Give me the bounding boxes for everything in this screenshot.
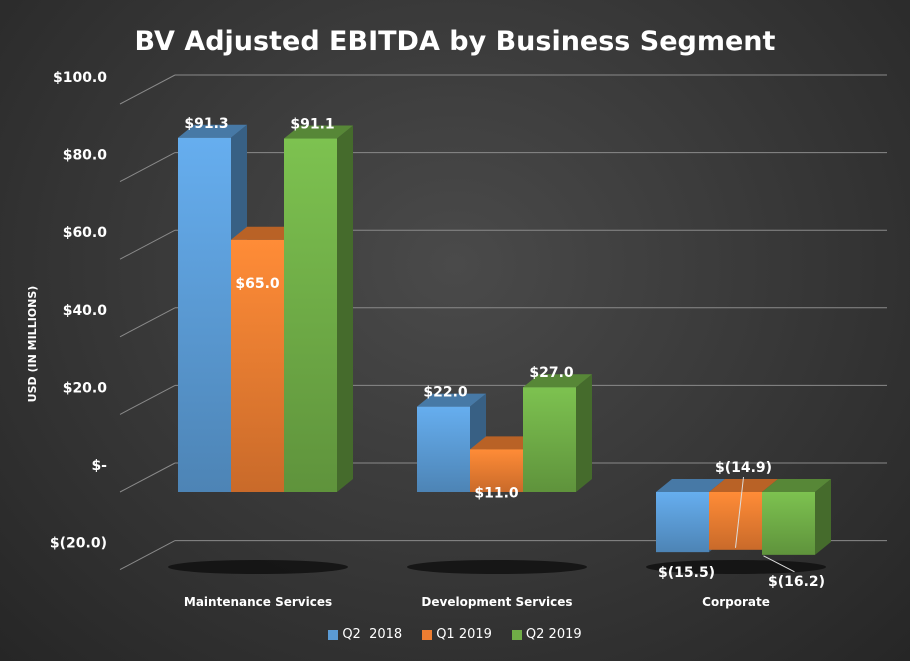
y-tick-label: $20.0	[63, 380, 108, 396]
bar-top	[231, 226, 300, 240]
legend-label-series-2: Q1 2019	[436, 627, 492, 642]
bar	[470, 449, 523, 492]
bar-side	[576, 374, 592, 492]
bar	[231, 239, 284, 492]
data-label: $91.1	[290, 117, 334, 133]
data-label: $(15.5)	[658, 565, 715, 581]
y-tick-label: $80.0	[63, 148, 108, 164]
legend-item-series-3: Q2 2019	[511, 627, 582, 642]
legend-swatch-series-3	[511, 629, 522, 640]
bar	[762, 492, 815, 555]
y-tick-label: $-	[91, 458, 107, 474]
bar-shadow	[407, 560, 587, 574]
gridline-diagonal	[119, 462, 176, 493]
y-tick-label: $40.0	[63, 303, 108, 319]
data-label: $91.3	[184, 116, 228, 132]
data-label: $(16.2)	[768, 574, 825, 590]
bar	[284, 138, 337, 493]
bar	[178, 137, 231, 493]
bar-top	[523, 374, 592, 388]
leader-line	[735, 476, 744, 548]
bar-top	[417, 393, 486, 407]
y-tick-label: $100.0	[53, 70, 107, 86]
legend-item-series-2: Q1 2019	[422, 627, 492, 642]
gridline-diagonal	[119, 307, 176, 338]
legend-label-series-3: Q2 2019	[525, 627, 582, 642]
legend-swatch-series-1	[328, 629, 339, 640]
legend-item-series-1: Q2 2018	[328, 627, 402, 642]
bar-side	[337, 125, 353, 493]
bar	[656, 492, 709, 553]
bar-side	[815, 479, 831, 555]
bar-top	[284, 125, 353, 139]
data-label: $(14.9)	[715, 460, 772, 476]
bar-top	[656, 479, 725, 492]
data-label: $11.0	[474, 485, 519, 501]
legend-swatch-series-2	[422, 629, 433, 640]
data-label: $22.0	[423, 385, 468, 401]
bar	[709, 492, 762, 550]
gridline-diagonal	[119, 384, 176, 415]
gridline-diagonal	[119, 229, 176, 260]
gridline-diagonal	[119, 152, 176, 183]
leader-line	[763, 555, 795, 573]
data-label: $65.0	[235, 276, 280, 292]
category-label: Maintenance Services	[184, 595, 332, 609]
chart-title: BV Adjusted EBITDA by Business Segment	[134, 26, 776, 57]
category-label: Corporate	[702, 595, 770, 609]
gridline-diagonal	[119, 74, 176, 105]
bar-shadow	[646, 560, 826, 574]
y-tick-label: $(20.0)	[50, 536, 107, 552]
legend-label-series-1: Q2 2018	[342, 627, 403, 642]
bar-top	[762, 479, 831, 492]
bar	[417, 406, 470, 492]
gridline-diagonal	[119, 540, 176, 571]
bar-top	[178, 124, 247, 138]
bar-top	[709, 479, 778, 492]
bar-top	[470, 436, 539, 450]
y-tick-label: $60.0	[63, 225, 108, 241]
bar	[523, 387, 576, 492]
data-label: $27.0	[529, 365, 574, 381]
legend: Q2 2018 Q1 2019 Q2 2019	[0, 627, 910, 642]
category-label: Development Services	[421, 595, 572, 609]
bar-shadow	[168, 560, 348, 574]
